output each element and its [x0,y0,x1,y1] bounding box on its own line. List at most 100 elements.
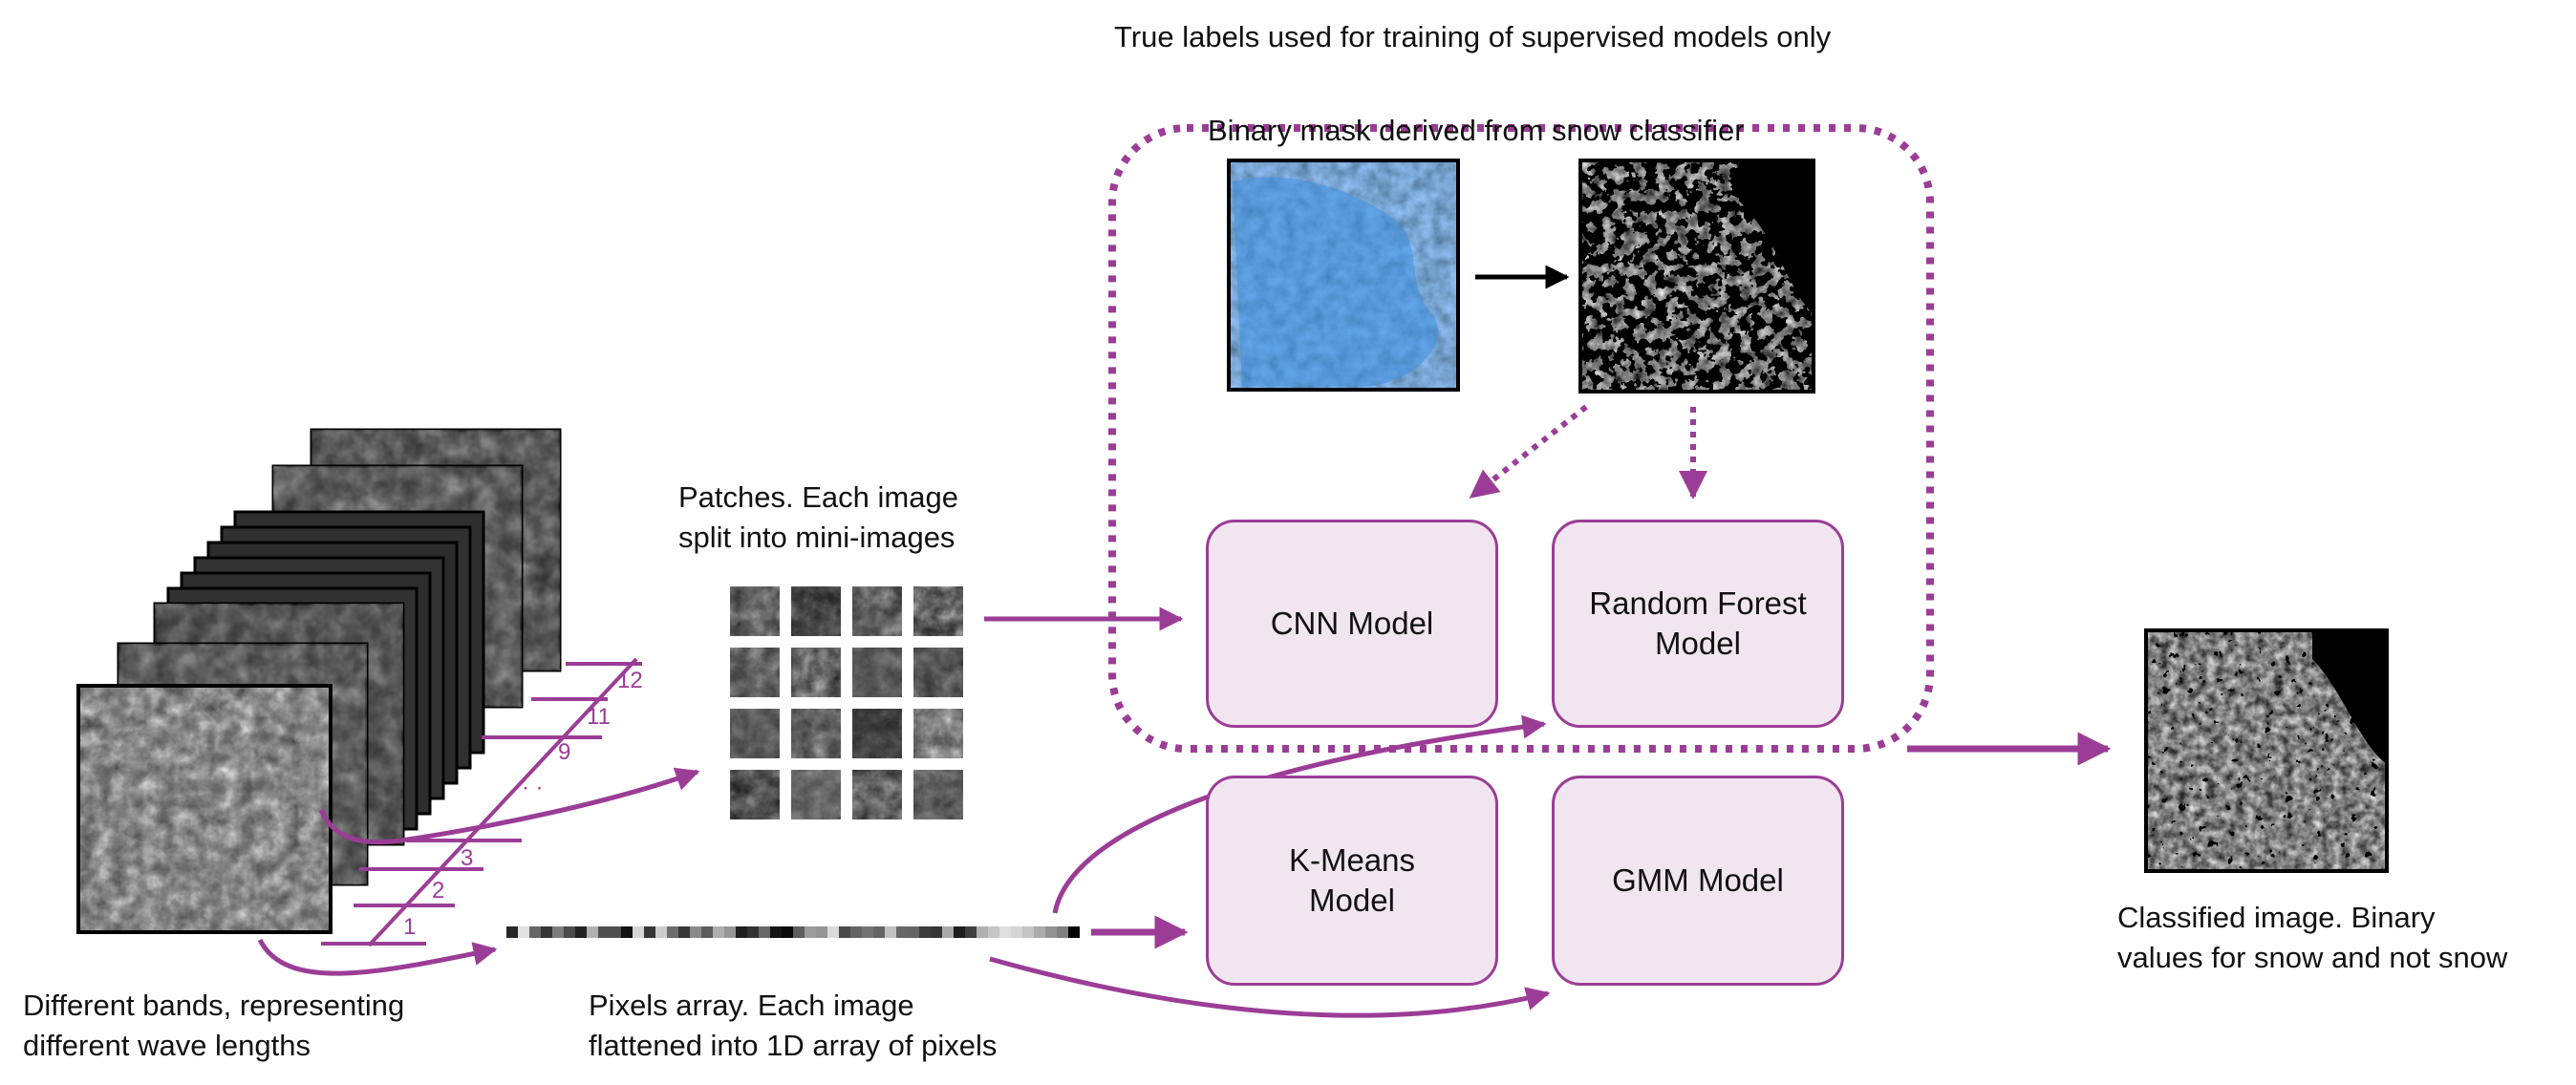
pixel-cell [988,926,999,938]
classified-label: Classified image. Binary values for snow… [2117,898,2507,978]
pixel-cell [747,926,759,938]
pixel-cell [633,926,644,938]
band-tick-label: 12 [617,668,643,693]
classified-label-2: values for snow and not snow [2117,941,2508,974]
gmm-model-label: GMM Model [1612,862,1784,898]
pixel-cell [873,926,885,938]
pixels-to-rf-arrow [1052,714,1547,914]
band-tick-label: 2 [432,878,444,904]
patch-tile-texture [913,709,963,758]
band-tick-labels: 12 11 9 · · 3 2 1 [403,668,643,940]
pixel-cell [977,926,988,938]
pixel-cell [896,926,908,938]
patch-tile-texture [852,586,902,636]
pixel-cell [564,926,575,938]
pixel-cell [701,926,713,938]
patch-tile-texture [913,586,963,636]
pixel-cell [908,926,919,938]
band-tick-label: 11 [587,704,611,730]
kmeans-model-box: K-Means Model [1206,776,1498,986]
pixels-label: Pixels array. Each image flattened into … [589,986,997,1066]
pixel-cell [965,926,977,938]
rf-model-label-1: Random Forest [1589,585,1807,621]
mask-dark-area [1739,160,1814,315]
band-front-frame [76,684,333,934]
patch-tile-texture [730,586,780,636]
patch-tile-texture [730,648,780,697]
pixel-cell [690,926,701,938]
rgb-snow-area [1233,177,1439,387]
pixel-array-strip [506,926,1080,938]
pixel-cell [770,926,782,938]
band-axis-line [367,657,638,947]
pixel-cell [862,926,873,938]
band-tick-label: 1 [403,914,416,940]
random-forest-model-box: Random Forest Model [1552,520,1844,728]
bands-to-patches-arrow [318,767,700,845]
mask-title: Binary mask derived from snow classifier [1208,114,1745,147]
mask-to-cnn-arrow [1469,404,1588,500]
patches-label-1: Patches. Each image [678,480,958,514]
pixels-to-gmm-arrow [989,956,1551,1018]
patch-tile-texture [852,770,902,819]
pixel-cell [931,926,942,938]
pixel-cell [942,926,954,938]
pixel-cell [850,926,862,938]
pixel-cell [782,926,793,938]
pixels-label-2: flattened into 1D array of pixels [589,1029,998,1062]
mask-image [1578,159,1815,394]
pixel-cell [587,926,598,938]
band-tick-label: 3 [461,845,473,871]
classified-dark-area [2312,630,2387,764]
pixel-cell [529,926,541,938]
rgb-image [1227,159,1460,392]
classified-image-frame [2144,628,2389,873]
pixel-cell [1057,926,1068,938]
pixel-cell [885,926,896,938]
kmeans-model-label-2: Model [1309,883,1395,918]
band-axis [321,657,642,947]
patch-tile-texture [791,770,841,819]
pixel-cell [506,926,518,938]
pixel-cell [541,926,552,938]
pixel-cell [954,926,965,938]
patch-tile-texture [791,586,841,636]
pixel-cell [1068,926,1080,938]
classified-image [2144,628,2389,873]
rgb-image-frame [1227,159,1460,392]
patch-tile-texture [913,770,963,819]
pixel-cell [1034,926,1045,938]
pixel-cell [667,926,678,938]
gmm-model-box: GMM Model [1552,776,1844,986]
patches-label: Patches. Each image split into mini-imag… [678,478,958,558]
pixel-cell [552,926,564,938]
pixel-cell [655,926,667,938]
pixel-cell [610,926,621,938]
pixel-cell [827,926,839,938]
patch-tile-texture [852,648,902,697]
classified-label-1: Classified image. Binary [2117,901,2436,934]
pixel-cell [1045,926,1057,938]
pixel-cell [678,926,690,938]
pixel-cell [621,926,633,938]
rf-model-label-2: Model [1655,626,1741,661]
patch-tile-texture [913,648,963,697]
pixel-cell [999,926,1011,938]
patch-tile-texture [791,709,841,758]
bands-to-pixels-arrow [257,938,498,976]
pixel-cell [598,926,610,938]
patch-tile-texture [852,709,902,758]
pixel-cell [1022,926,1034,938]
pixel-cell [575,926,587,938]
pixel-cell [724,926,736,938]
pixels-label-1: Pixels array. Each image [589,989,914,1022]
supervised-title: True labels used for training of supervi… [1114,20,1832,53]
pixel-cell [644,926,655,938]
pixel-cell [759,926,770,938]
bands-label-2: different wave lengths [23,1029,311,1062]
pixel-cell [713,926,724,938]
pixel-cell [919,926,931,938]
pixel-cell [793,926,805,938]
band-tick-dots: · · [522,775,544,800]
